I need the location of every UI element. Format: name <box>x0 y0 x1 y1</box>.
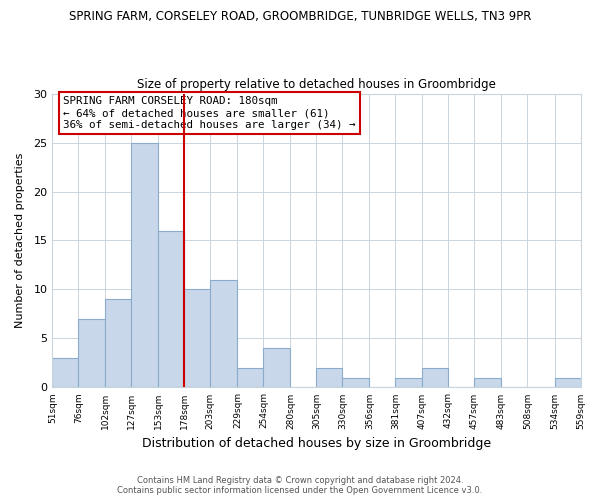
Text: Contains HM Land Registry data © Crown copyright and database right 2024.
Contai: Contains HM Land Registry data © Crown c… <box>118 476 482 495</box>
Bar <box>79 319 106 388</box>
Y-axis label: Number of detached properties: Number of detached properties <box>15 153 25 328</box>
X-axis label: Distribution of detached houses by size in Groombridge: Distribution of detached houses by size … <box>142 437 491 450</box>
Bar <box>263 348 290 388</box>
Bar <box>475 378 502 388</box>
Bar <box>343 378 370 388</box>
Text: SPRING FARM CORSELEY ROAD: 180sqm
← 64% of detached houses are smaller (61)
36% : SPRING FARM CORSELEY ROAD: 180sqm ← 64% … <box>63 96 355 130</box>
Title: Size of property relative to detached houses in Groombridge: Size of property relative to detached ho… <box>137 78 496 91</box>
Bar <box>422 368 448 388</box>
Bar <box>316 368 343 388</box>
Bar <box>131 142 158 388</box>
Bar <box>395 378 422 388</box>
Text: SPRING FARM, CORSELEY ROAD, GROOMBRIDGE, TUNBRIDGE WELLS, TN3 9PR: SPRING FARM, CORSELEY ROAD, GROOMBRIDGE,… <box>69 10 531 23</box>
Bar <box>238 368 263 388</box>
Bar <box>184 290 211 388</box>
Bar <box>106 300 131 388</box>
Bar <box>52 358 79 388</box>
Bar <box>158 230 184 388</box>
Bar <box>211 280 238 388</box>
Bar <box>554 378 581 388</box>
